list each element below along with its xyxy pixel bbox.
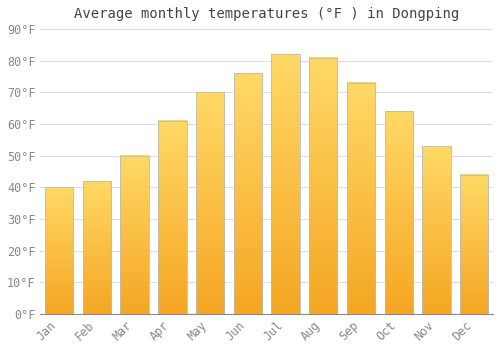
Bar	[460, 175, 488, 314]
Bar	[196, 92, 224, 314]
Bar	[83, 181, 111, 314]
Bar	[234, 74, 262, 314]
Title: Average monthly temperatures (°F ) in Dongping: Average monthly temperatures (°F ) in Do…	[74, 7, 460, 21]
Bar	[384, 111, 413, 314]
Bar	[347, 83, 375, 314]
Bar	[45, 187, 74, 314]
Bar	[120, 156, 149, 314]
Bar	[272, 54, 299, 314]
Bar	[158, 121, 186, 314]
Bar	[422, 146, 450, 314]
Bar	[309, 57, 338, 314]
